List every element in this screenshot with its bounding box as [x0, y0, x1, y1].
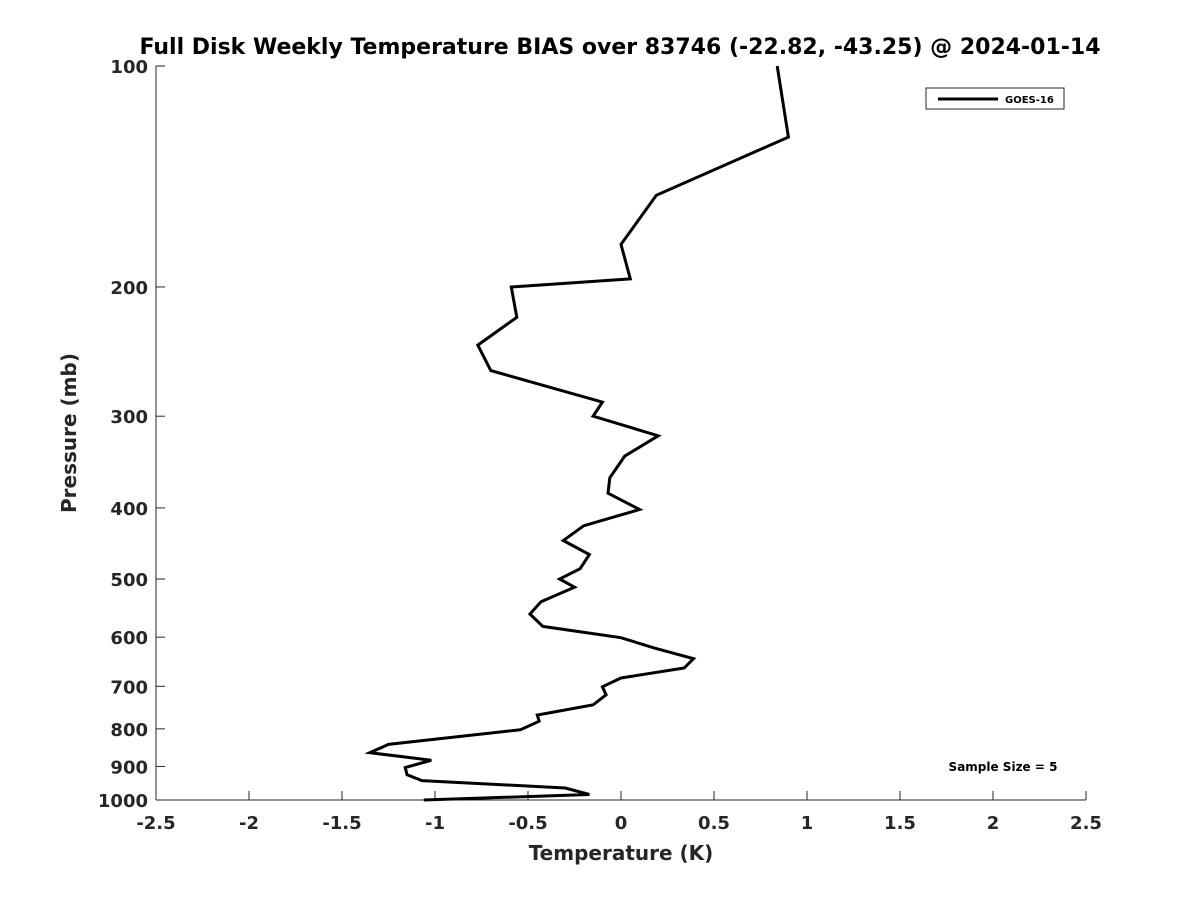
- y-tick-label: 900: [110, 757, 148, 778]
- x-tick-label: 0.5: [698, 813, 730, 834]
- x-tick-label: -1.5: [322, 813, 361, 834]
- y-tick-label: 700: [110, 677, 148, 698]
- x-ticks: -2.5 -2 -1.5 -1 -0.5 0 0.5 1 1.5 2 2.5: [136, 791, 1102, 834]
- x-tick-label: -2: [239, 813, 259, 834]
- y-tick-label: 500: [110, 570, 148, 591]
- legend: GOES-16: [925, 87, 1065, 110]
- y-axis-label: Pressure (mb): [57, 353, 81, 513]
- y-tick-label: 600: [110, 628, 148, 649]
- y-tick-label: 300: [110, 407, 148, 428]
- series-line-goes-16: [364, 65, 791, 802]
- y-tick-label: 200: [110, 278, 148, 299]
- x-tick-label: 2.5: [1070, 813, 1102, 834]
- x-tick-label: 0: [615, 813, 628, 834]
- x-tick-label: 1: [801, 813, 814, 834]
- x-tick-label: -0.5: [508, 813, 547, 834]
- sample-size-annotation: Sample Size = 5: [949, 760, 1058, 774]
- y-tick-label: 800: [110, 720, 148, 741]
- x-tick-label: -1: [425, 813, 445, 834]
- y-tick-label: 100: [110, 57, 148, 78]
- chart-title: Full Disk Weekly Temperature BIAS over 8…: [139, 35, 1100, 60]
- series-layer: [364, 65, 791, 802]
- plot-axes: [155, 66, 1086, 801]
- x-tick-label: 1.5: [884, 813, 916, 834]
- x-tick-label: -2.5: [136, 813, 175, 834]
- legend-entry-goes-16: GOES-16: [1005, 95, 1054, 106]
- y-tick-label: 1000: [98, 791, 148, 812]
- y-tick-label: 400: [110, 499, 148, 520]
- y-ticks: 100 200 300 400 500 600 700 800 900 1000: [98, 57, 165, 812]
- x-axis-label: Temperature (K): [529, 841, 714, 865]
- x-tick-label: 2: [987, 813, 1000, 834]
